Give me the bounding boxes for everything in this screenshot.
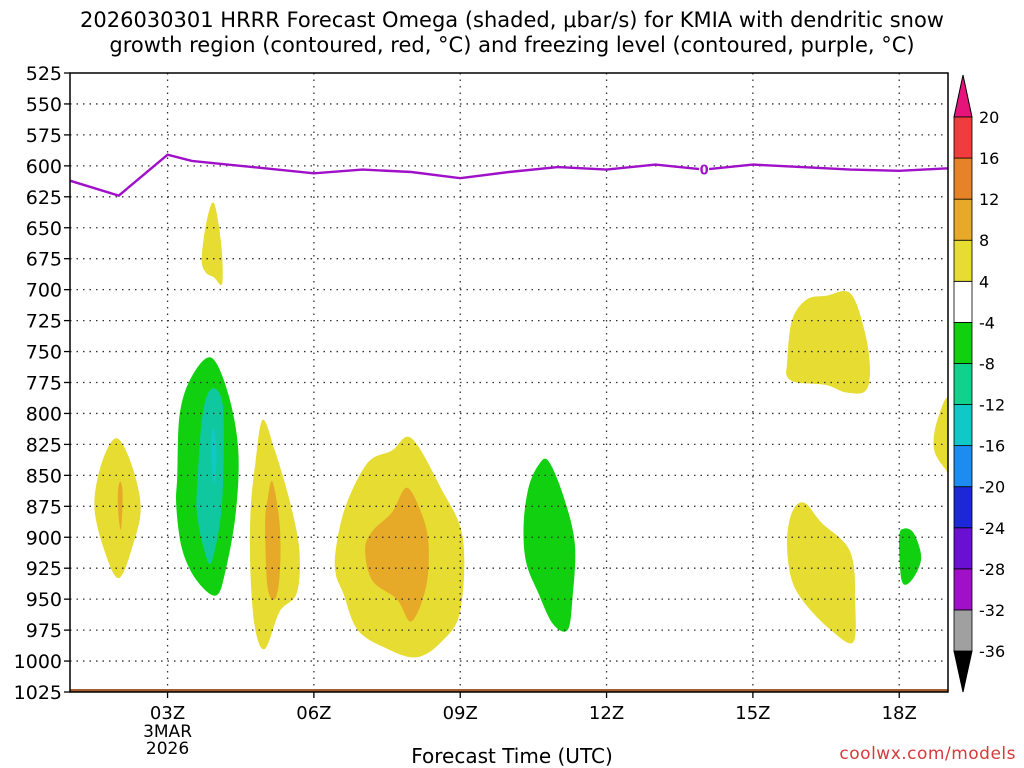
colorbar-swatch [953, 280, 973, 323]
freezing-level-line [70, 153, 948, 197]
y-tick-label: 750 [26, 342, 62, 364]
colorbar-label: -24 [979, 519, 1005, 538]
omega-region-orange-3 [365, 487, 429, 622]
colorbar-label: -32 [979, 601, 1005, 620]
colorbar-label: 16 [979, 149, 999, 168]
colorbar-label: -36 [979, 642, 1005, 661]
y-tick-label: 600 [26, 156, 62, 178]
colorbar-swatch [953, 568, 973, 611]
y-tick-label: 725 [26, 311, 62, 333]
y-tick-label: 1000 [14, 651, 62, 673]
y-tick-label: 850 [26, 465, 62, 487]
x-axis-label: Forecast Time (UTC) [411, 744, 613, 768]
colorbar-label: -16 [979, 437, 1005, 456]
colorbar-label: 4 [979, 272, 989, 291]
omega-region-yellow-7 [933, 397, 948, 474]
date-label: 2026 [146, 739, 189, 759]
colorbar-swatch [953, 363, 973, 405]
colorbar-swatch [953, 486, 973, 529]
colorbar-swatch [953, 198, 973, 241]
x-tick-label: 03Z [150, 703, 185, 724]
omega-region-orange-2 [265, 480, 281, 600]
colorbar-swatch [953, 321, 973, 364]
y-tick-label: 625 [26, 187, 62, 209]
x-tick-label: 06Z [296, 703, 331, 724]
credit-text: coolwx.com/models [839, 744, 1016, 764]
colorbar-label: -8 [979, 354, 995, 373]
y-tick-label: 900 [26, 527, 62, 549]
y-tick-label: 550 [26, 94, 62, 116]
omega-region-green-3 [899, 528, 922, 585]
y-tick-label: 825 [26, 434, 62, 456]
colorbar-swatch [953, 609, 973, 652]
omega-region-yellow-2 [201, 202, 223, 286]
y-tick-label: 775 [26, 373, 62, 395]
omega-region-cyan-1 [211, 427, 217, 484]
y-tick-label: 950 [26, 589, 62, 611]
x-tick-label: 15Z [735, 703, 770, 724]
colorbar-label: -12 [979, 396, 1005, 415]
omega-region-teal-1 [196, 388, 224, 564]
x-tick-label: 09Z [443, 703, 478, 724]
y-tick-label: 575 [26, 125, 62, 147]
colorbar: -36 -32 -28 -24 -20 -16 -12 -8 -4 4 8 12 16 20 [953, 74, 1005, 693]
y-tick-label: 975 [26, 620, 62, 642]
omega-region-orange-1 [117, 481, 123, 530]
colorbar-swatch [953, 157, 973, 200]
chart-title-line1: 2026030301 HRRR Forecast Omega (shaded, … [80, 8, 944, 32]
colorbar-swatch [953, 527, 973, 570]
omega-region-green-2 [523, 458, 576, 632]
colorbar-swatch [953, 404, 973, 447]
colorbar-top-arrow [953, 74, 973, 118]
y-tick-label: 525 [26, 63, 62, 85]
colorbar-swatch [953, 116, 973, 159]
date-label: 3MAR [143, 722, 192, 742]
colorbar-label: 8 [979, 231, 989, 250]
colorbar-label: -4 [979, 313, 995, 332]
omega-regions [94, 202, 948, 658]
x-tick-label: 12Z [589, 703, 624, 724]
omega-region-yellow-6 [787, 502, 856, 644]
y-tick-label: 700 [26, 280, 62, 302]
colorbar-bottom-arrow [953, 650, 973, 693]
x-tick-label: 18Z [882, 703, 917, 724]
omega-region-yellow-5 [786, 290, 870, 394]
y-tick-label: 650 [26, 218, 62, 240]
freezing-level-label: 0 [700, 164, 709, 179]
colorbar-label: -20 [979, 478, 1005, 497]
y-tick-label: 875 [26, 496, 62, 518]
colorbar-label: 20 [979, 108, 999, 127]
y-tick-label: 800 [26, 403, 62, 425]
colorbar-label: 12 [979, 190, 999, 209]
colorbar-label: -28 [979, 560, 1005, 579]
colorbar-swatch [953, 239, 973, 282]
y-tick-label: 925 [26, 558, 62, 580]
y-tick-label: 675 [26, 249, 62, 271]
freezing-level-label-bg [699, 162, 710, 177]
omega-region-yellow-1 [94, 438, 141, 579]
y-tick-label: 1025 [14, 682, 62, 704]
colorbar-swatch [953, 445, 973, 488]
surface-band [70, 689, 948, 692]
chart-title-line2: growth region (contoured, red, °C) and f… [109, 33, 915, 57]
